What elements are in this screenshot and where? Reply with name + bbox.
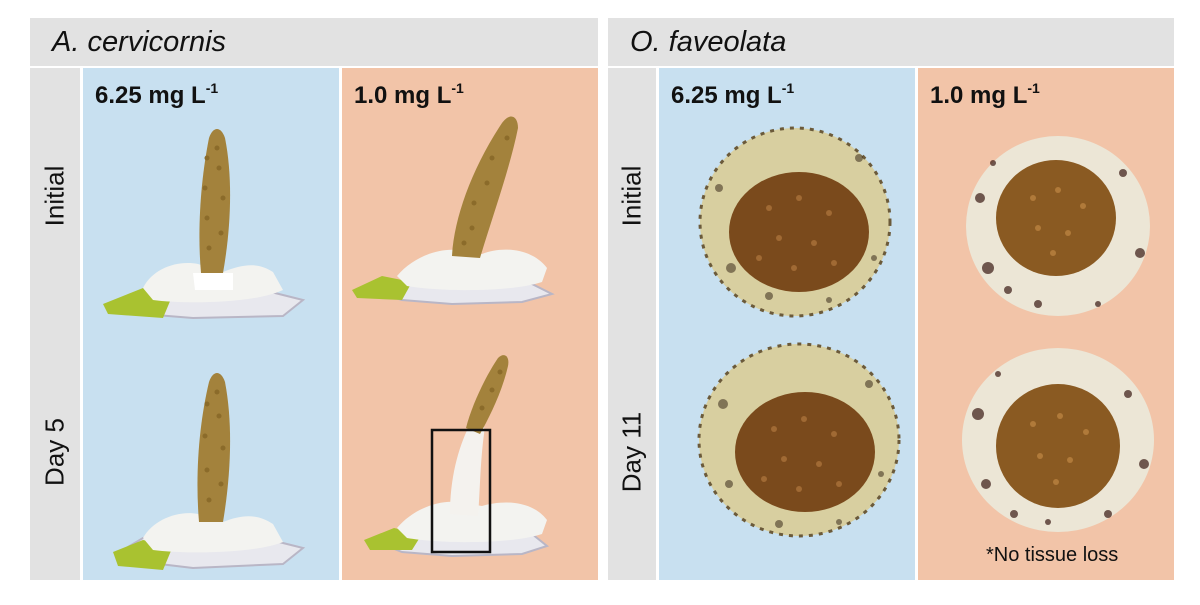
coral-plug-image: [698, 126, 892, 318]
concentration-label: 6.25 mg L-1: [95, 80, 219, 109]
condition-column-control: 6.25 mg L-1: [83, 68, 339, 580]
species-name: O. faveolata: [630, 26, 787, 58]
condition-column-control: 6.25 mg L-1: [659, 68, 915, 580]
species-name: A. cervicornis: [52, 26, 227, 58]
concentration-label: 6.25 mg L-1: [671, 80, 795, 109]
concentration-label: 1.0 mg L-1: [354, 80, 464, 109]
species-header-right: O. faveolata: [608, 18, 1174, 66]
coral-plug-image: [697, 342, 901, 538]
note-no-tissue-loss: *No tissue loss: [986, 544, 1119, 566]
coral-plug-image: [962, 348, 1154, 532]
condition-column-treatment: 1.0 mg L-1 *No tissue loss: [918, 68, 1174, 580]
row-label-day5: Day 5: [39, 418, 70, 486]
row-label-initial: Initial: [39, 165, 70, 227]
condition-column-treatment: 1.0 mg L-1: [342, 68, 598, 580]
coral-fragment-image: [352, 116, 555, 306]
row-label-bar-left: Initial Day 5: [30, 68, 80, 580]
species-header-left: A. cervicornis: [30, 18, 598, 66]
row-label-bar-right: Initial Day 11: [608, 68, 656, 580]
row-label-initial: Initial: [616, 165, 647, 227]
row-label-day11: Day 11: [616, 411, 647, 493]
concentration-label: 1.0 mg L-1: [930, 80, 1040, 109]
coral-plug-image: [966, 136, 1150, 316]
highlight-box: [430, 428, 492, 554]
coral-fragment-image: [113, 373, 306, 570]
coral-fragment-image: [103, 129, 306, 320]
coral-fragment-image: [364, 355, 550, 558]
